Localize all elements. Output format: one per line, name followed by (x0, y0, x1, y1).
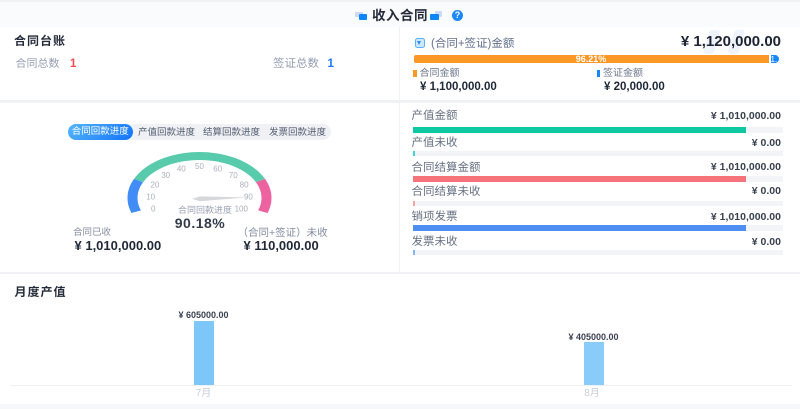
svg-text:90: 90 (244, 192, 253, 201)
svg-text:40: 40 (177, 164, 186, 173)
svg-text:50: 50 (195, 162, 204, 171)
svg-text:80: 80 (240, 181, 249, 190)
svg-text:10: 10 (146, 192, 155, 201)
svg-text:100: 100 (235, 204, 249, 213)
svg-text:30: 30 (161, 171, 170, 180)
svg-text:70: 70 (229, 171, 238, 180)
svg-text:0: 0 (151, 204, 156, 213)
svg-text:20: 20 (150, 181, 159, 190)
svg-text:60: 60 (213, 164, 222, 173)
